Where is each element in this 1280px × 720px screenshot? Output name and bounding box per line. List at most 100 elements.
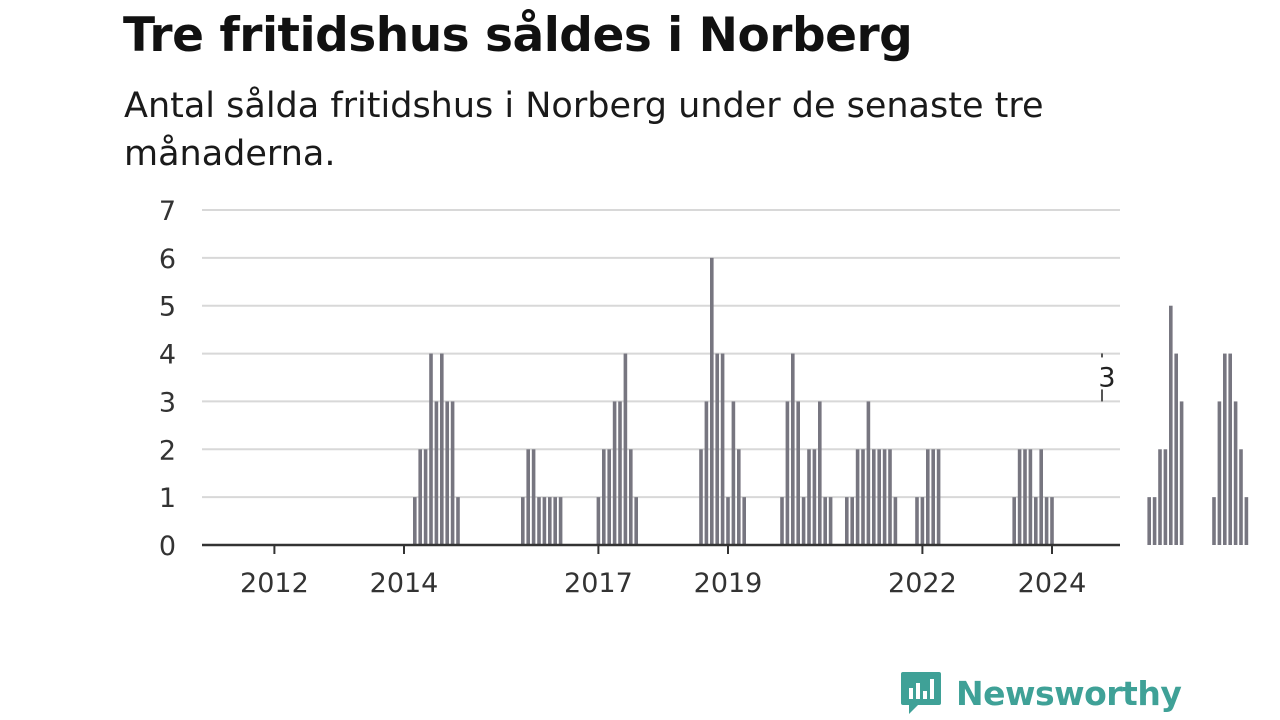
bar	[1239, 449, 1243, 545]
bar	[607, 449, 611, 545]
x-axis-ticks: 2012 2014 2017 2019 2022 2024	[240, 545, 1086, 599]
bar	[1050, 497, 1054, 545]
bar	[828, 497, 833, 545]
bar	[807, 449, 811, 545]
bar	[850, 497, 854, 545]
value-labels: 3	[1098, 353, 1116, 402]
bar	[893, 497, 898, 545]
y-tick-label: 6	[159, 244, 176, 275]
y-axis-ticks: 0 1 2 3 4 5 6 7	[159, 196, 176, 562]
bar	[915, 497, 919, 545]
bar	[726, 497, 730, 545]
highlight-value-label: 3	[1098, 362, 1115, 393]
bar	[715, 353, 719, 545]
bar	[742, 497, 746, 545]
bar	[872, 449, 876, 545]
bar	[1233, 401, 1238, 545]
bar	[699, 449, 703, 545]
x-tick-label: 2019	[694, 568, 763, 599]
x-tick-label: 2012	[240, 568, 309, 599]
bar	[1028, 449, 1033, 545]
bar	[634, 497, 638, 545]
bar	[818, 401, 822, 545]
bar	[1174, 353, 1178, 545]
y-tick-label: 2	[159, 435, 176, 466]
bar	[737, 449, 741, 545]
bar	[445, 401, 449, 545]
bar	[920, 497, 925, 545]
bar	[1147, 497, 1151, 545]
bar	[1023, 449, 1027, 545]
bar	[623, 353, 628, 545]
bar	[731, 401, 736, 545]
y-tick-label: 4	[159, 340, 176, 371]
bar	[418, 449, 422, 545]
bar	[1228, 353, 1232, 545]
bar	[1217, 401, 1222, 545]
bar	[548, 497, 552, 545]
x-tick-label: 2022	[888, 568, 957, 599]
bar	[629, 449, 633, 545]
bar	[413, 497, 417, 545]
bar	[531, 449, 536, 545]
bar	[1034, 497, 1038, 545]
x-tick-label: 2017	[564, 568, 633, 599]
bar	[1223, 353, 1227, 545]
bar	[845, 497, 849, 545]
bar	[785, 401, 790, 545]
bar	[1152, 497, 1157, 545]
bar	[602, 449, 606, 545]
grid-lines	[202, 209, 1120, 499]
bar	[926, 449, 930, 545]
bar	[796, 401, 800, 545]
bar	[1012, 497, 1016, 545]
bar	[931, 449, 935, 545]
bar	[823, 497, 827, 545]
bar	[537, 497, 541, 545]
bar	[1169, 305, 1173, 545]
bar	[1158, 449, 1162, 545]
bar	[882, 449, 887, 545]
bar	[888, 449, 892, 545]
bar	[526, 449, 530, 545]
y-tick-label: 1	[159, 483, 176, 514]
bars	[413, 257, 1249, 545]
bar	[618, 401, 622, 545]
bar	[542, 497, 547, 545]
bar	[936, 449, 941, 545]
bar	[720, 353, 725, 545]
y-tick-label: 7	[159, 196, 176, 227]
bar	[710, 257, 714, 545]
bar	[434, 401, 439, 545]
x-tick-label: 2024	[1018, 568, 1087, 599]
bar	[780, 497, 784, 545]
bar	[855, 449, 860, 545]
bar	[558, 497, 563, 545]
y-tick-label: 5	[159, 292, 176, 323]
bar	[1039, 449, 1043, 545]
bar	[1017, 449, 1022, 545]
bar	[791, 353, 795, 545]
y-tick-label: 0	[159, 531, 176, 562]
chart-subtitle: Antal sålda fritidshus i Norberg under d…	[124, 86, 1044, 174]
bar	[1244, 497, 1249, 545]
bar	[553, 497, 557, 545]
bar	[866, 401, 871, 545]
chart-title: Tre fritidshus såldes i Norberg	[123, 8, 913, 63]
newsworthy-logo: Newsworthy	[900, 670, 1182, 716]
y-tick-label: 3	[159, 387, 176, 418]
bar	[440, 353, 444, 545]
bar	[612, 401, 617, 545]
bar	[456, 497, 460, 545]
newsworthy-logo-icon	[901, 672, 941, 714]
bar	[1212, 497, 1216, 545]
bar	[450, 401, 455, 545]
bar	[861, 449, 865, 545]
brand-name: Newsworthy	[956, 673, 1182, 713]
bar	[429, 353, 433, 545]
bar	[1044, 497, 1049, 545]
bar	[1163, 449, 1168, 545]
x-tick-label: 2014	[370, 568, 439, 599]
bar	[423, 449, 428, 545]
